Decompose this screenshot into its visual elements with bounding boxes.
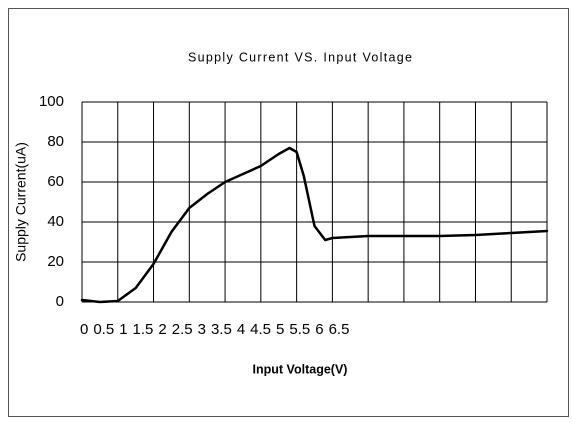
- x-tick-label: 1.5: [133, 321, 154, 338]
- chart-title: Supply Current VS. Input Voltage: [188, 50, 412, 64]
- x-tick-label: 0: [80, 321, 88, 338]
- chart-frame: [8, 8, 569, 417]
- x-tick-label: 6.5: [329, 321, 350, 338]
- data-line: [80, 146, 549, 304]
- x-tick-label: 2: [158, 321, 166, 338]
- y-axis-title: Supply Current(uA): [13, 142, 29, 262]
- y-tick-label: 60: [47, 173, 64, 190]
- x-tick-label: 0.5: [93, 321, 114, 338]
- x-tick-label: 5.5: [289, 321, 310, 338]
- x-tick-label: 5: [276, 321, 284, 338]
- x-tick-label: 4.5: [250, 321, 271, 338]
- x-tick-label: 3: [198, 321, 206, 338]
- x-tick-label: 4: [237, 321, 245, 338]
- y-tick-label: 80: [47, 133, 64, 150]
- x-tick-label: 6: [315, 321, 323, 338]
- y-tick-label: 0: [56, 293, 64, 310]
- y-tick-label: 40: [47, 213, 64, 230]
- x-tick-label: 1: [119, 321, 127, 338]
- y-tick-label: 100: [39, 93, 64, 110]
- x-tick-label: 2.5: [172, 321, 193, 338]
- x-tick-label: 3.5: [211, 321, 232, 338]
- x-axis-title: Input Voltage(V): [253, 362, 348, 376]
- y-tick-label: 20: [47, 253, 64, 270]
